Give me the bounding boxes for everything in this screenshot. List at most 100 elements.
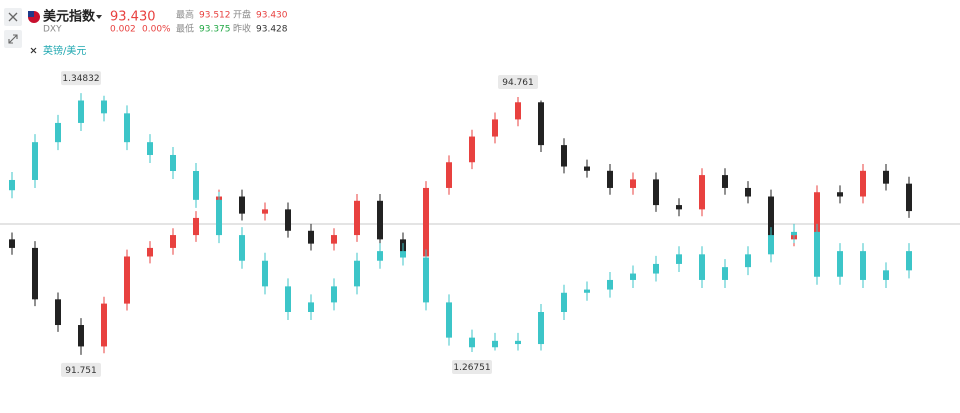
candle-body — [768, 235, 774, 255]
candle-body — [147, 142, 153, 155]
close-icon — [8, 12, 18, 22]
candle-body — [561, 292, 567, 312]
candle-body — [469, 337, 475, 348]
candle-body — [239, 196, 245, 214]
candle-body — [308, 230, 314, 244]
stat-label: 最高 — [176, 9, 194, 21]
candle-body — [607, 170, 613, 188]
candle-body — [101, 100, 107, 114]
candle-body — [699, 175, 705, 210]
label-text: 91.751 — [65, 366, 97, 376]
candle-body — [78, 325, 84, 347]
candle-body — [791, 231, 797, 236]
dropdown-icon[interactable] — [96, 15, 102, 19]
compare-legend: 英镑/美元 — [43, 44, 86, 57]
candle-body — [446, 302, 452, 338]
change: 0.002 — [110, 25, 136, 35]
candle-body — [906, 183, 912, 212]
candle-body — [170, 154, 176, 172]
symbol-name: 美元指数 — [43, 9, 96, 25]
candle-body — [285, 286, 291, 312]
candle-body — [446, 162, 452, 188]
candle-body — [492, 340, 498, 348]
candle-body — [400, 251, 406, 258]
candle-body — [676, 205, 682, 210]
candle-body — [676, 254, 682, 264]
candle-body — [814, 192, 820, 236]
candle-body — [262, 209, 268, 214]
candle-body — [55, 299, 61, 326]
candle-body — [699, 254, 705, 280]
candle-body — [78, 100, 84, 123]
candle-body — [492, 119, 498, 137]
candle-body — [423, 187, 429, 257]
candle-body — [124, 256, 130, 304]
candle-body — [331, 235, 337, 244]
label-text: 1.26751 — [453, 363, 490, 373]
candle-body — [124, 113, 130, 143]
candle-body — [538, 312, 544, 345]
candle-body — [584, 166, 590, 171]
label-box — [498, 75, 538, 90]
candle-body — [262, 260, 268, 287]
symbol-code: DXY — [43, 25, 62, 35]
candle-body — [653, 263, 659, 274]
candle-body — [814, 231, 820, 277]
candle-body — [239, 235, 245, 261]
candle-body — [906, 251, 912, 271]
candle-body — [377, 200, 383, 240]
candle-body — [561, 145, 567, 167]
label-box — [452, 360, 492, 375]
candle-body — [308, 302, 314, 312]
extreme-label: 1.34832 — [61, 71, 101, 86]
candle-body — [837, 192, 843, 197]
plot: 94.761 91.751 1.34832 1.26751 — [9, 71, 912, 377]
candle-body — [860, 170, 866, 197]
candle-body — [331, 286, 337, 303]
candle-body — [584, 289, 590, 293]
candle-body — [469, 136, 475, 163]
candle-body — [630, 273, 636, 280]
candle-body — [883, 270, 889, 280]
candle-body — [32, 247, 38, 300]
stat-label: 开盘 — [233, 9, 251, 21]
candle-body — [837, 251, 843, 277]
stat-label: 最低 — [176, 23, 194, 35]
candle-body — [860, 251, 866, 280]
label-box — [61, 362, 101, 377]
stat-label: 昨收 — [233, 23, 251, 35]
candle-body — [745, 187, 751, 197]
candle-body — [883, 170, 889, 184]
candle-body — [170, 235, 176, 248]
candle-body — [745, 254, 751, 268]
candle-body — [55, 122, 61, 143]
label-text: 94.761 — [502, 78, 534, 88]
expand-icon — [8, 34, 18, 44]
candle-body — [147, 247, 153, 257]
candle-body — [515, 102, 521, 120]
extreme-label: 1.26751 — [452, 360, 492, 375]
remove-compare[interactable] — [30, 47, 37, 54]
candle-body — [423, 257, 429, 303]
candle-body — [216, 199, 222, 236]
candle-body — [9, 239, 15, 248]
extreme-label: 91.751 — [61, 362, 101, 377]
candle-body — [9, 179, 15, 191]
candle-body — [193, 217, 199, 236]
candle-body — [354, 200, 360, 236]
candle-body — [630, 179, 636, 188]
candle-body — [653, 179, 659, 206]
label-text: 1.34832 — [62, 74, 99, 84]
candle-body — [101, 303, 107, 347]
candle-body — [722, 175, 728, 188]
extreme-label: 94.761 — [498, 75, 538, 90]
candle-body — [722, 267, 728, 280]
candle-body — [285, 209, 291, 231]
candle-body — [515, 340, 521, 345]
stat-value: 93.428 — [256, 25, 288, 35]
candle-body — [354, 260, 360, 287]
stat-value: 93.375 — [199, 25, 231, 35]
flag-canton — [28, 11, 34, 17]
label-box — [61, 71, 101, 86]
